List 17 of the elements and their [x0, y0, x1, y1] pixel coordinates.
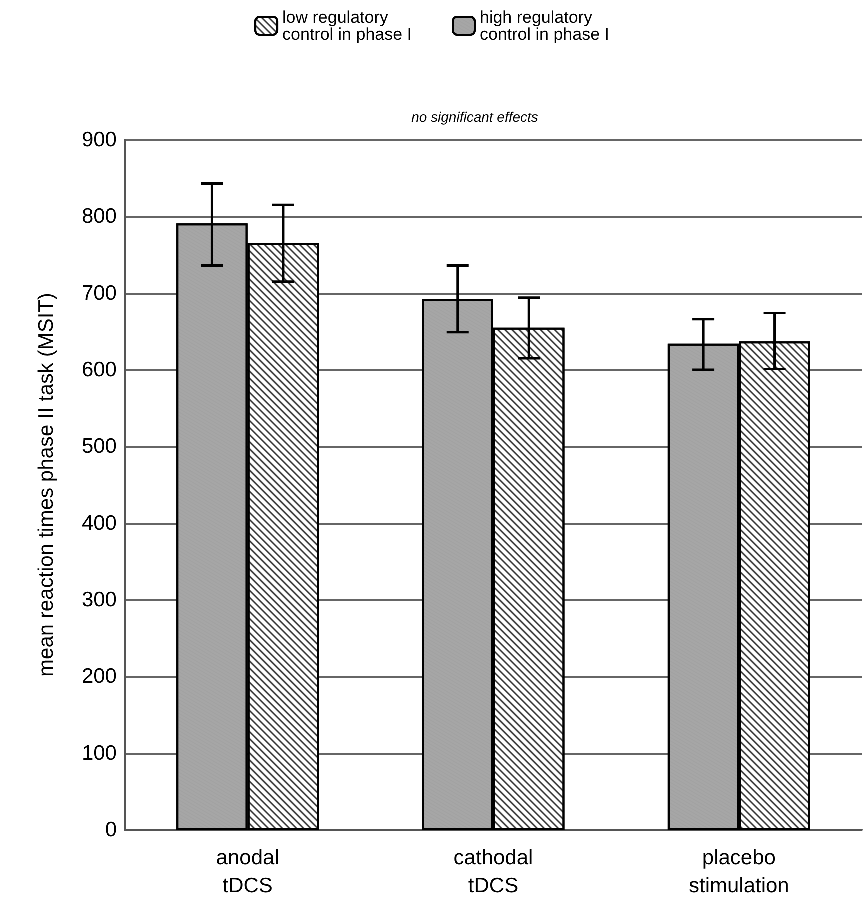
y-tick-label: 800 — [82, 205, 117, 228]
y-tick-label: 0 — [105, 818, 117, 842]
x-tick-label: anodal tDCS — [216, 846, 280, 898]
x-tick-label: placebo stimulation — [688, 846, 790, 898]
y-tick-label: 600 — [82, 358, 117, 382]
legend-label: high regulatory control in phase I — [480, 8, 610, 44]
y-tick-label: 300 — [82, 588, 117, 612]
legend-label: low regulatory control in phase I — [282, 8, 412, 44]
y-tick-label: 100 — [82, 742, 117, 765]
y-axis-title: mean reaction times phase II task (MSIT) — [35, 293, 58, 677]
y-tick-label: 700 — [82, 282, 117, 305]
y-tick-label: 500 — [82, 435, 117, 458]
x-tick-label: cathodal tDCS — [454, 846, 534, 898]
y-tick-label: 900 — [82, 128, 117, 152]
text: no significant effects — [412, 109, 538, 125]
y-tick-label: 400 — [82, 512, 117, 535]
y-tick-label: 200 — [82, 665, 117, 688]
